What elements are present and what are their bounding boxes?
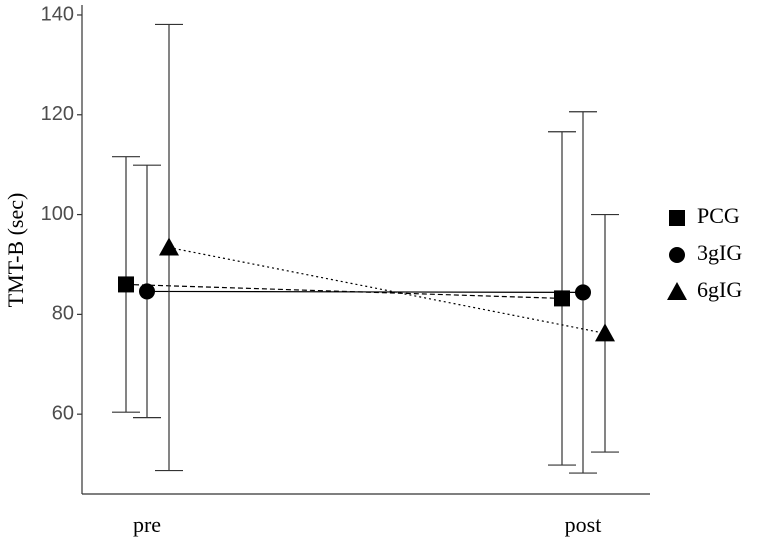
data-point xyxy=(139,283,155,300)
y-tick-label: 80 xyxy=(52,303,74,325)
data-point xyxy=(159,237,179,256)
data-point xyxy=(118,276,134,293)
legend-label: 3gIG xyxy=(697,240,742,265)
legend-label: PCG xyxy=(697,203,740,228)
data-point xyxy=(595,323,615,342)
legend-key xyxy=(669,247,685,263)
legend-key xyxy=(669,210,685,226)
legend-label: 6gIG xyxy=(697,277,742,302)
x-tick-label: post xyxy=(565,512,602,537)
legend-key xyxy=(667,282,687,300)
data-point xyxy=(575,284,591,301)
y-tick-label: 60 xyxy=(52,402,74,424)
x-tick-label: pre xyxy=(133,512,161,537)
data-point xyxy=(554,290,570,307)
y-tick-label: 100 xyxy=(41,203,74,225)
y-tick-label: 120 xyxy=(41,103,74,125)
series-line xyxy=(168,246,606,334)
y-axis-title: TMT-B (sec) xyxy=(3,193,28,308)
series-line xyxy=(146,290,584,294)
y-tick-label: 140 xyxy=(41,3,74,25)
